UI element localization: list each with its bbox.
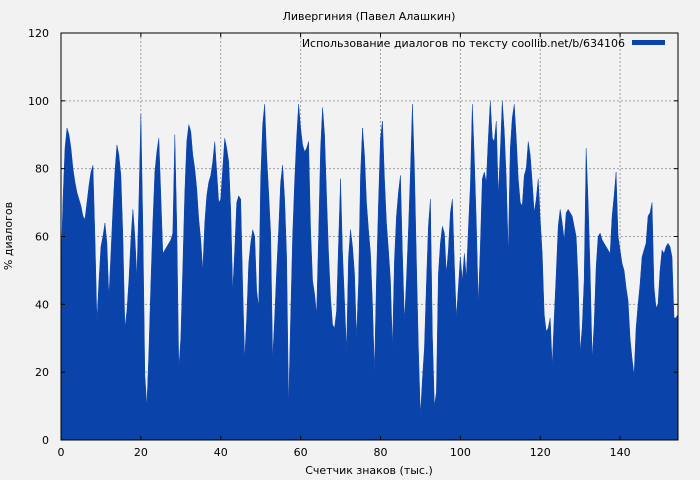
tick-label-x: 60 xyxy=(294,446,308,459)
tick-label-y: 100 xyxy=(28,95,49,108)
tick-label-x: 120 xyxy=(530,446,551,459)
series-area-path xyxy=(60,100,679,441)
x-axis-label: Счетчик знаков (тыс.) xyxy=(305,464,433,477)
tick-label-x: 20 xyxy=(134,446,148,459)
series-area xyxy=(60,100,679,441)
legend: Использование диалогов по тексту coollib… xyxy=(302,37,665,50)
tick-label-x: 140 xyxy=(610,446,631,459)
tick-label-x: 40 xyxy=(214,446,228,459)
legend-swatch xyxy=(632,40,665,45)
chart-title: Ливергиния (Павел Алашкин) xyxy=(283,10,456,23)
axis-ticks: 0 20 40 60 80 100 120 0 20 40 60 80 100 120 140 xyxy=(28,27,678,459)
tick-label-y: 120 xyxy=(28,27,49,40)
tick-label-y: 80 xyxy=(35,163,49,176)
tick-label-y: 20 xyxy=(35,366,49,379)
tick-label-x: 100 xyxy=(450,446,471,459)
tick-label-x: 0 xyxy=(58,446,65,459)
tick-label-x: 80 xyxy=(373,446,387,459)
tick-label-y: 40 xyxy=(35,298,49,311)
y-axis-label: % диалогов xyxy=(2,202,15,270)
tick-label-y: 60 xyxy=(35,231,49,244)
tick-label-y: 0 xyxy=(42,434,49,447)
legend-label: Использование диалогов по тексту coollib… xyxy=(302,37,625,50)
